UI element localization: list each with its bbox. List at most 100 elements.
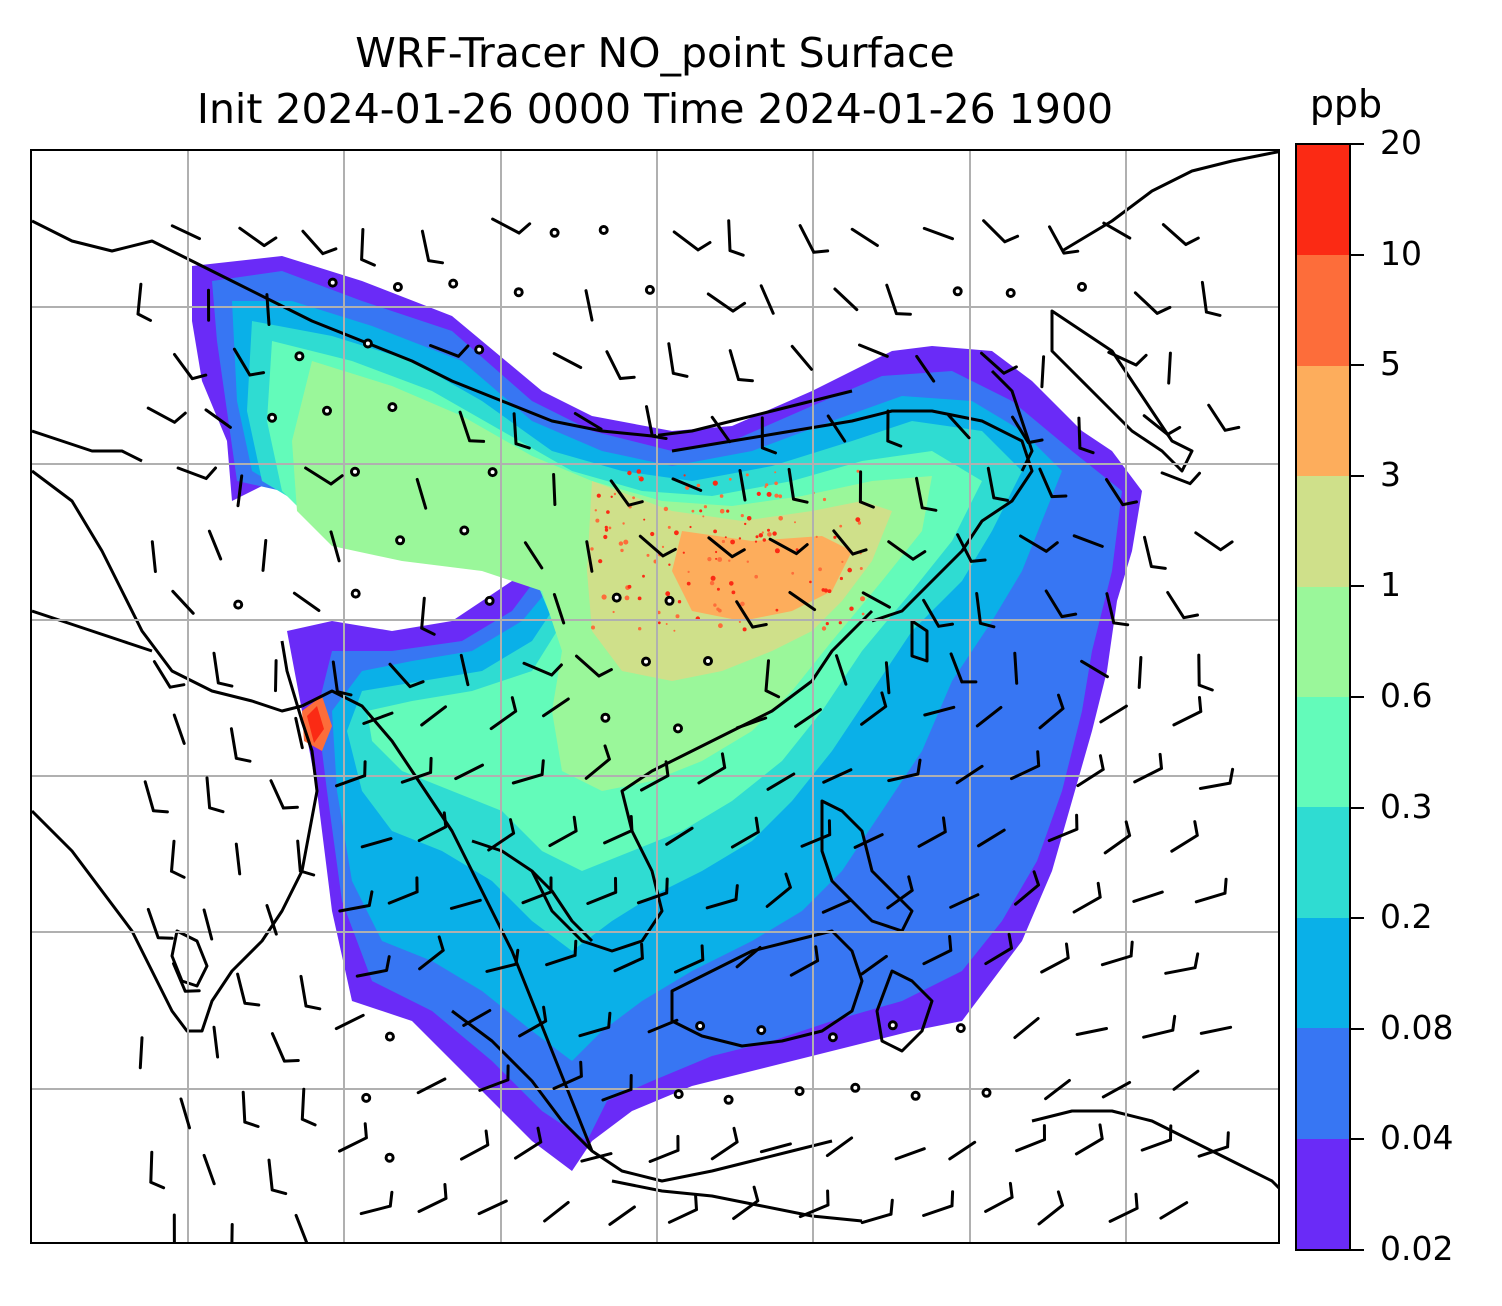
wind-barb xyxy=(334,1013,365,1031)
wind-barb xyxy=(207,529,223,561)
wind-barb xyxy=(1161,223,1200,246)
wind-barb xyxy=(609,479,644,507)
wind-barb xyxy=(1038,467,1068,499)
hotspot-dot xyxy=(612,610,615,614)
calm-marker xyxy=(887,1020,898,1031)
wind-barb xyxy=(265,293,271,326)
hotspot-dot xyxy=(847,567,852,573)
hotspot-dot xyxy=(729,581,734,586)
wind-barb xyxy=(735,946,762,969)
coastline-persian-gulf xyxy=(32,609,153,653)
hotspot-dot xyxy=(709,580,715,586)
colorbar xyxy=(1295,143,1351,1251)
wind-barb xyxy=(1099,704,1128,724)
calm-marker xyxy=(484,595,495,606)
calm-marker xyxy=(1077,281,1087,292)
colorbar-segment xyxy=(1297,1028,1349,1139)
wind-barb xyxy=(949,652,978,684)
wind-barb xyxy=(1194,531,1234,552)
wind-barb xyxy=(887,540,927,561)
wind-barb xyxy=(552,473,557,506)
map-canvas xyxy=(32,151,1278,1242)
wind-barb xyxy=(853,833,884,849)
hotspot-dot xyxy=(841,560,844,563)
hotspot-dot xyxy=(601,594,607,600)
wind-barb xyxy=(335,760,367,788)
hotspot-dot xyxy=(618,541,624,546)
hotspot-dot xyxy=(623,539,629,545)
wind-barb xyxy=(860,1198,894,1225)
wind-barb xyxy=(1103,820,1132,855)
hotspot-dot xyxy=(638,476,644,482)
wind-barb xyxy=(580,1152,613,1163)
plot-subtitle: Init 2024-01-26 0000 Time 2024-01-26 190… xyxy=(196,85,1114,133)
wind-barb xyxy=(1048,225,1080,255)
wind-barb xyxy=(1080,659,1109,679)
wind-barb xyxy=(1198,767,1235,790)
plot-title: WRF-Tracer NO_point Surface xyxy=(355,29,955,77)
wind-barb xyxy=(860,954,888,976)
hotspot-dot xyxy=(744,522,747,526)
colorbar-segment xyxy=(1297,696,1349,808)
wind-barb xyxy=(1047,813,1079,843)
colorbar-tick xyxy=(1351,585,1364,588)
coastline-sulawesi xyxy=(875,969,934,1053)
calm-marker xyxy=(395,535,406,546)
map-panel[interactable] xyxy=(30,149,1280,1244)
wind-barb xyxy=(1143,535,1167,570)
coastline-new-guinea xyxy=(1031,1109,1278,1190)
colorbar-tick xyxy=(1351,143,1364,145)
hotspot-dot xyxy=(766,491,772,497)
wind-barb xyxy=(915,476,938,512)
wind-barb xyxy=(454,763,484,781)
wind-barb xyxy=(605,350,636,380)
wind-barb xyxy=(986,466,1009,502)
wind-barb xyxy=(1013,1017,1040,1039)
hotspot-dot xyxy=(746,516,752,521)
wind-barb xyxy=(922,226,954,241)
wind-barb xyxy=(728,349,754,383)
wind-barb xyxy=(608,1205,636,1226)
wind-barb xyxy=(1199,1025,1233,1035)
wind-barb xyxy=(1044,1078,1071,1101)
calm-marker xyxy=(1005,288,1016,298)
colorbar-tick xyxy=(1351,253,1364,256)
wind-barb xyxy=(359,1190,394,1216)
wind-barb xyxy=(491,217,532,235)
colorbar-tick-label: 5 xyxy=(1380,344,1401,384)
wind-barb xyxy=(1164,952,1200,975)
wind-barb xyxy=(1102,221,1132,240)
wind-barb xyxy=(601,1074,633,1102)
wind-barb xyxy=(338,1122,368,1153)
calm-marker xyxy=(387,402,398,413)
colorbar-tick-label: 0.3 xyxy=(1380,786,1433,826)
wind-barb xyxy=(1074,1123,1104,1156)
hotspot-dot xyxy=(731,590,736,595)
hotspot-dot xyxy=(730,539,735,545)
hotspot-dot xyxy=(728,559,731,562)
wind-barb xyxy=(542,697,570,718)
wind-barb xyxy=(552,1060,583,1090)
calm-marker xyxy=(955,1023,966,1034)
hotspot-dot xyxy=(638,475,641,479)
wind-barb xyxy=(170,224,201,241)
colorbar-segment xyxy=(1297,255,1349,366)
hotspot-dot xyxy=(767,528,770,532)
calm-marker xyxy=(267,412,278,423)
hotspot-dot xyxy=(595,518,600,523)
hotspot-dot xyxy=(598,559,603,564)
wind-barb xyxy=(296,839,316,877)
hotspot-dot xyxy=(825,622,829,626)
wind-barb xyxy=(886,875,914,910)
hotspot-dot xyxy=(682,551,685,554)
colorbar-segment xyxy=(1297,144,1349,256)
calm-marker xyxy=(952,286,963,297)
hotspot-dot xyxy=(591,625,595,630)
wind-barb xyxy=(170,839,186,879)
wind-barb xyxy=(636,877,669,905)
wind-barb xyxy=(360,837,393,849)
calm-marker xyxy=(487,467,498,478)
hotspot-dot xyxy=(719,494,724,498)
wind-barb xyxy=(1160,471,1201,486)
hotspot-dot xyxy=(675,614,680,619)
